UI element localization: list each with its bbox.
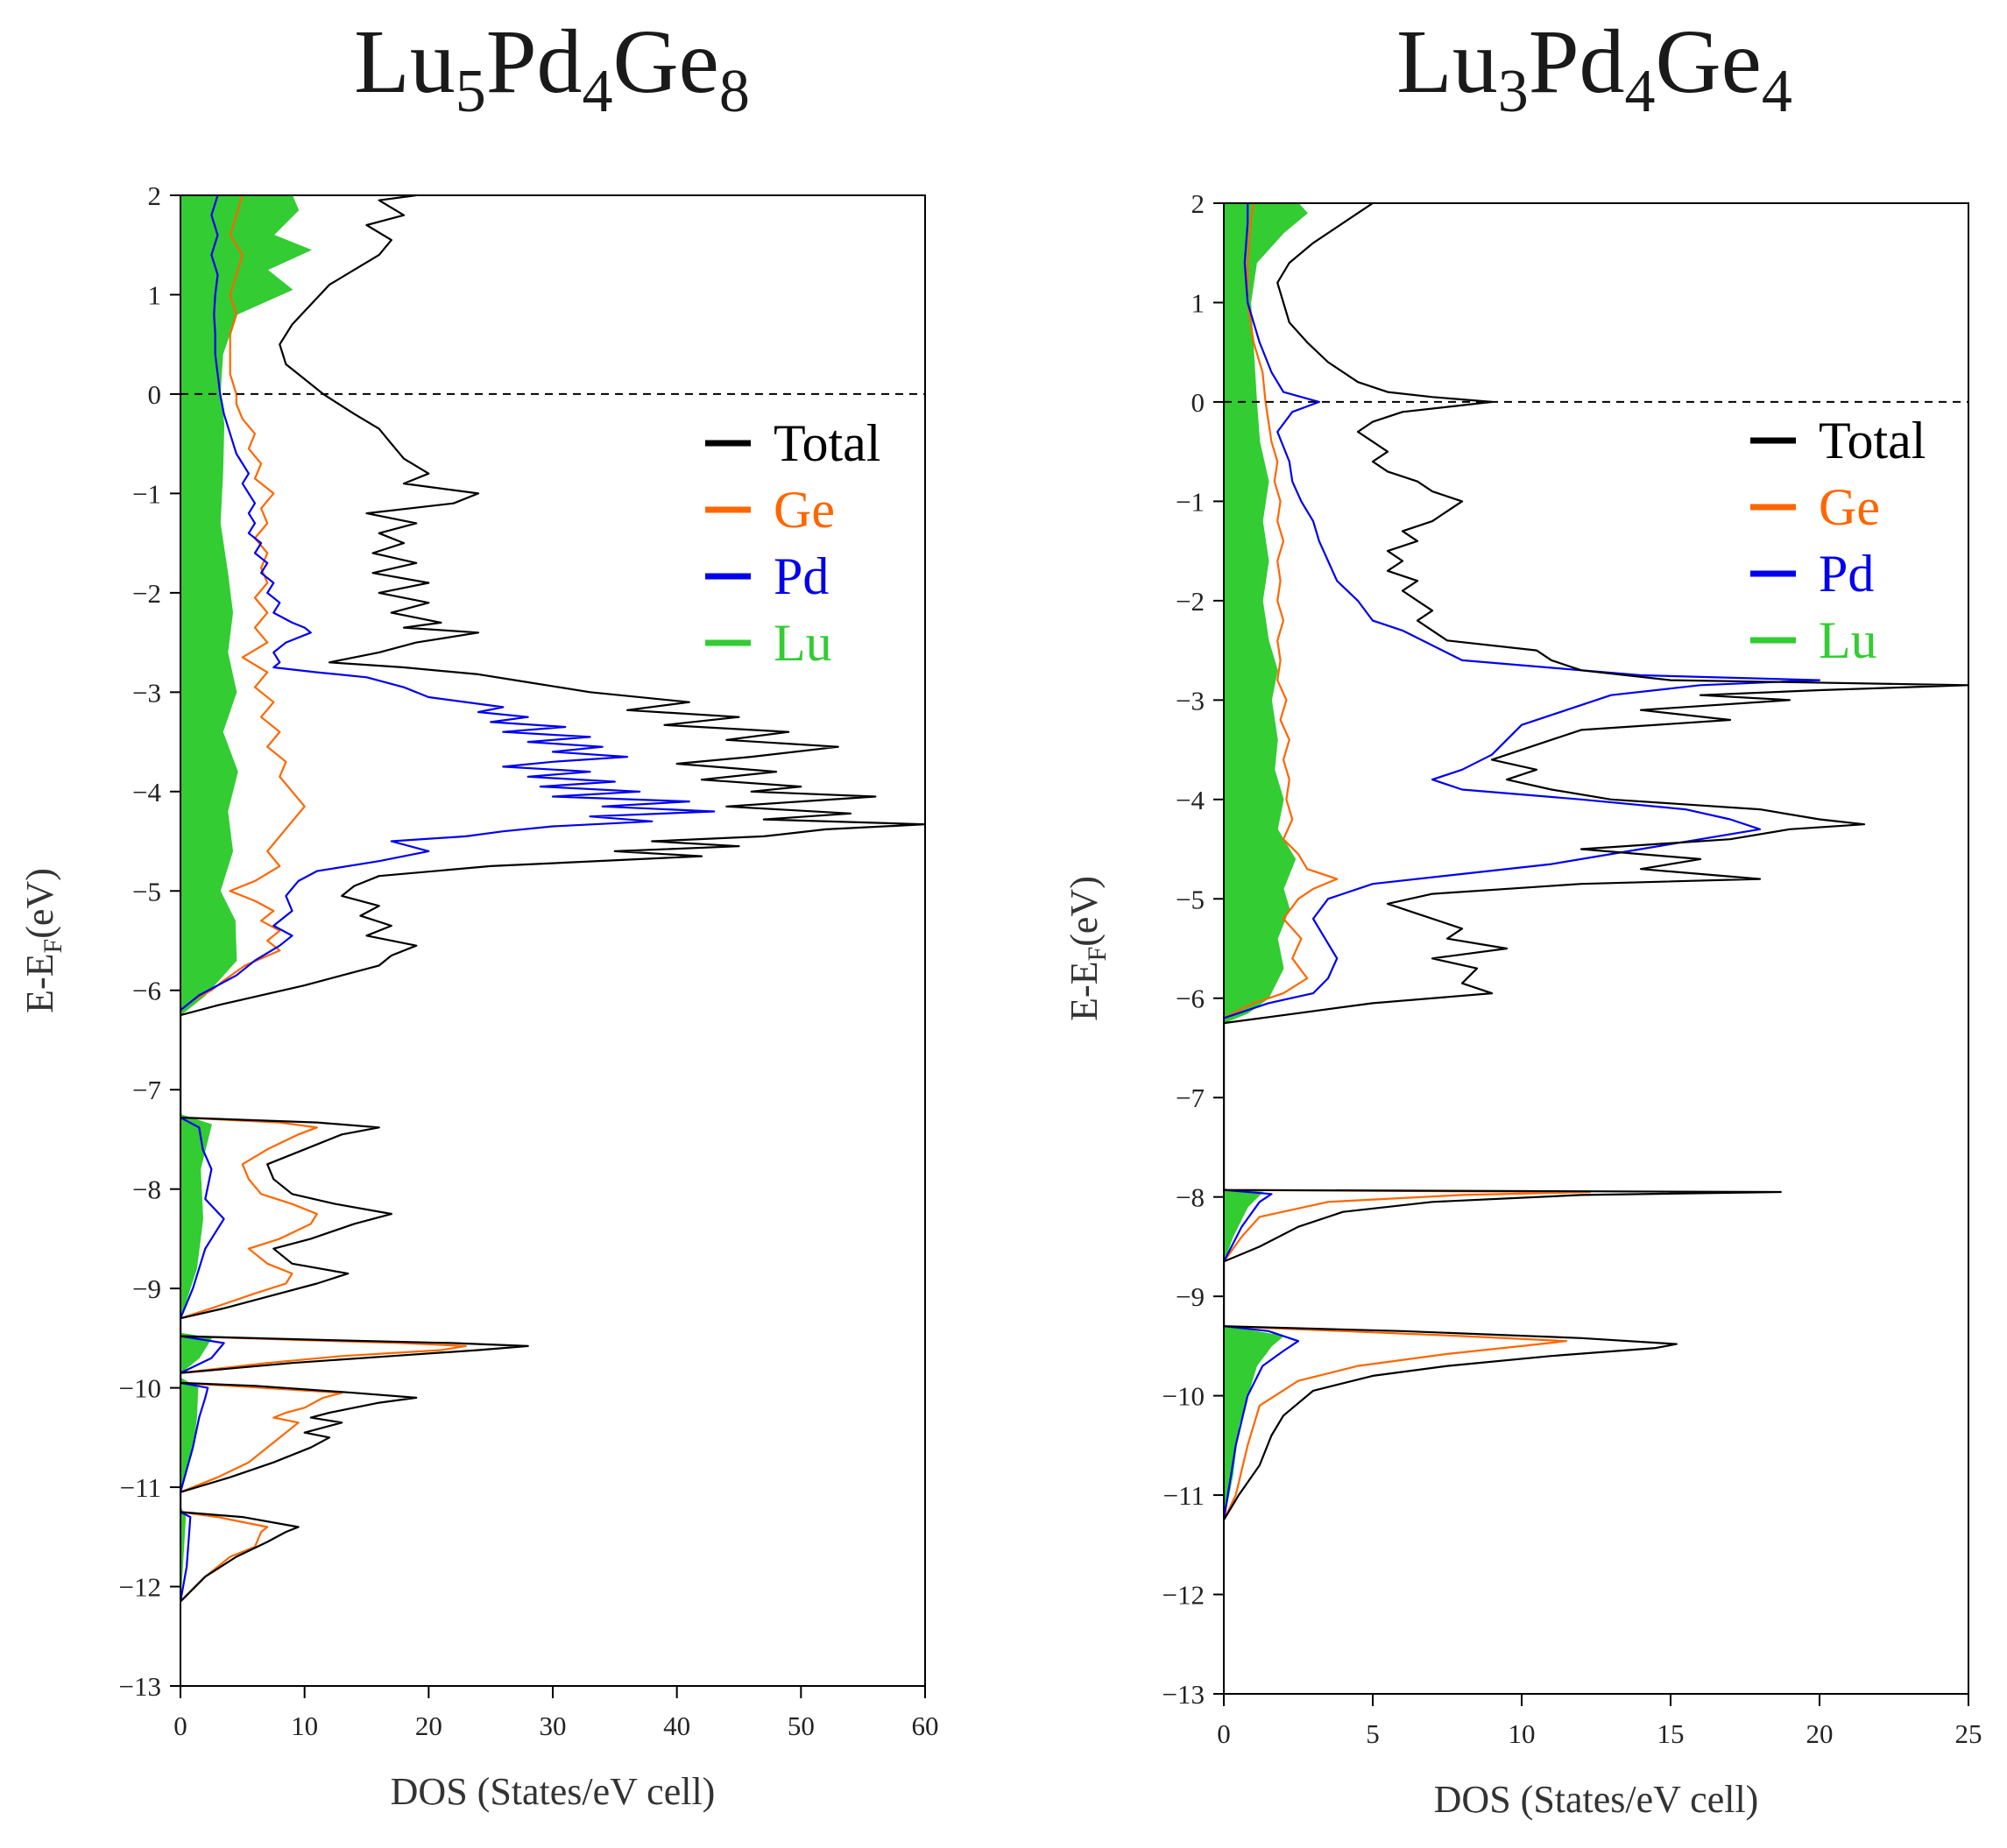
title-subscript: 4 bbox=[1625, 58, 1656, 125]
dos-panel-1: Lu5Pd4Ge8210−1−2−3−4−5−6−7−8−9−10−11−12−… bbox=[18, 11, 939, 1813]
y-label-subscript: F bbox=[39, 939, 67, 954]
x-tick-label: 0 bbox=[1217, 1718, 1231, 1749]
x-tick-label: 50 bbox=[788, 1710, 815, 1741]
title-text: Ge bbox=[613, 11, 719, 112]
y-tick-label: −6 bbox=[1176, 984, 1205, 1014]
y-tick-label: −8 bbox=[1176, 1182, 1205, 1213]
y-tick-label: 1 bbox=[148, 279, 162, 310]
title-subscript: 8 bbox=[719, 58, 750, 125]
x-tick-label: 5 bbox=[1366, 1718, 1380, 1749]
dos-panel-2: Lu3Pd4Ge4210−1−2−3−4−5−6−7−8−9−10−11−12−… bbox=[1063, 11, 1982, 1821]
y-axis-label: E-EF(eV) bbox=[1063, 876, 1112, 1021]
y-tick-label: −6 bbox=[132, 976, 161, 1006]
y-tick-label: −4 bbox=[132, 777, 161, 808]
y-tick-label: −12 bbox=[1163, 1580, 1205, 1611]
legend-label-total: Total bbox=[774, 414, 880, 472]
x-tick-label: 25 bbox=[1955, 1718, 1982, 1749]
series-total-line bbox=[180, 195, 925, 1603]
y-tick-label: −3 bbox=[1176, 685, 1205, 716]
title-text: Lu bbox=[1396, 11, 1498, 112]
title-text: Ge bbox=[1656, 11, 1762, 112]
series-pd-line bbox=[180, 195, 716, 1602]
x-tick-label: 15 bbox=[1657, 1718, 1685, 1749]
plot-area bbox=[1224, 203, 1968, 1520]
y-tick-label: −1 bbox=[1176, 486, 1205, 517]
x-tick-label: 20 bbox=[1806, 1718, 1834, 1749]
y-label-text: E-E bbox=[18, 953, 61, 1012]
legend-label-pd: Pd bbox=[1819, 545, 1874, 603]
y-axis-label: E-EF(eV) bbox=[18, 868, 67, 1013]
y-tick-label: 2 bbox=[148, 180, 162, 211]
plot-area bbox=[180, 195, 925, 1603]
y-tick-label: −10 bbox=[1163, 1381, 1205, 1412]
plot-frame bbox=[1223, 202, 1969, 1695]
y-label-subscript: F bbox=[1083, 947, 1112, 962]
y-tick-label: −2 bbox=[132, 578, 161, 609]
y-tick-label: −13 bbox=[1163, 1679, 1205, 1710]
legend-label-lu: Lu bbox=[1819, 611, 1877, 669]
legend: Total Ge Pd Lu bbox=[1750, 412, 1926, 669]
y-tick-label: −12 bbox=[119, 1572, 161, 1603]
legend: Total Ge Pd Lu bbox=[705, 414, 880, 672]
title-subscript: 4 bbox=[583, 58, 613, 125]
legend-label-ge: Ge bbox=[774, 481, 835, 539]
y-tick-label: −9 bbox=[132, 1273, 161, 1304]
title-subscript: 3 bbox=[1498, 58, 1529, 125]
y-tick-label: −7 bbox=[1176, 1083, 1205, 1113]
y-tick-label: 0 bbox=[148, 379, 162, 410]
y-label-text: (eV) bbox=[1063, 876, 1106, 947]
chart-title: Lu5Pd4Ge8 bbox=[354, 11, 750, 125]
y-tick-label: −2 bbox=[1176, 586, 1205, 617]
series-ge-line bbox=[1224, 203, 1592, 1520]
legend-label-pd: Pd bbox=[774, 547, 829, 605]
y-tick-label: −10 bbox=[119, 1373, 161, 1404]
x-tick-label: 30 bbox=[540, 1710, 567, 1741]
y-tick-label: −11 bbox=[1163, 1480, 1205, 1511]
y-tick-label: −8 bbox=[132, 1174, 161, 1205]
y-tick-label: −3 bbox=[132, 677, 161, 708]
x-tick-label: 0 bbox=[173, 1710, 187, 1741]
x-tick-label: 60 bbox=[912, 1710, 939, 1741]
y-tick-label: −11 bbox=[120, 1472, 161, 1503]
y-tick-label: 0 bbox=[1191, 387, 1205, 418]
y-tick-label: −4 bbox=[1176, 785, 1205, 815]
x-axis-label: DOS (States/eV cell) bbox=[1434, 1778, 1759, 1821]
series-total-line bbox=[1224, 203, 1968, 1520]
title-text: Pd bbox=[486, 11, 583, 112]
x-axis-label: DOS (States/eV cell) bbox=[391, 1770, 716, 1813]
y-tick-label: −5 bbox=[132, 876, 161, 906]
x-tick-label: 20 bbox=[415, 1710, 442, 1741]
y-tick-label: −7 bbox=[132, 1075, 161, 1105]
legend-label-ge: Ge bbox=[1819, 478, 1880, 536]
y-tick-label: −9 bbox=[1176, 1281, 1205, 1312]
y-tick-label: −5 bbox=[1176, 884, 1205, 914]
y-label-text: (eV) bbox=[18, 868, 61, 939]
legend-label-lu: Lu bbox=[774, 614, 832, 672]
legend-label-total: Total bbox=[1819, 412, 1926, 469]
y-tick-label: −1 bbox=[132, 478, 161, 509]
y-tick-label: 1 bbox=[1191, 287, 1205, 318]
title-subscript: 4 bbox=[1762, 58, 1792, 125]
title-text: Lu bbox=[354, 11, 456, 112]
x-tick-label: 10 bbox=[1509, 1718, 1536, 1749]
y-tick-label: 2 bbox=[1191, 188, 1205, 219]
series-pd-line bbox=[1224, 203, 1821, 1520]
series-ge-line bbox=[180, 195, 467, 1603]
chart-title: Lu3Pd4Ge4 bbox=[1396, 11, 1792, 125]
title-subscript: 5 bbox=[456, 58, 486, 125]
x-tick-label: 10 bbox=[291, 1710, 318, 1741]
x-tick-label: 40 bbox=[663, 1710, 690, 1741]
title-text: Pd bbox=[1529, 11, 1625, 112]
y-tick-label: −13 bbox=[119, 1671, 161, 1702]
y-label-text: E-E bbox=[1063, 961, 1106, 1020]
